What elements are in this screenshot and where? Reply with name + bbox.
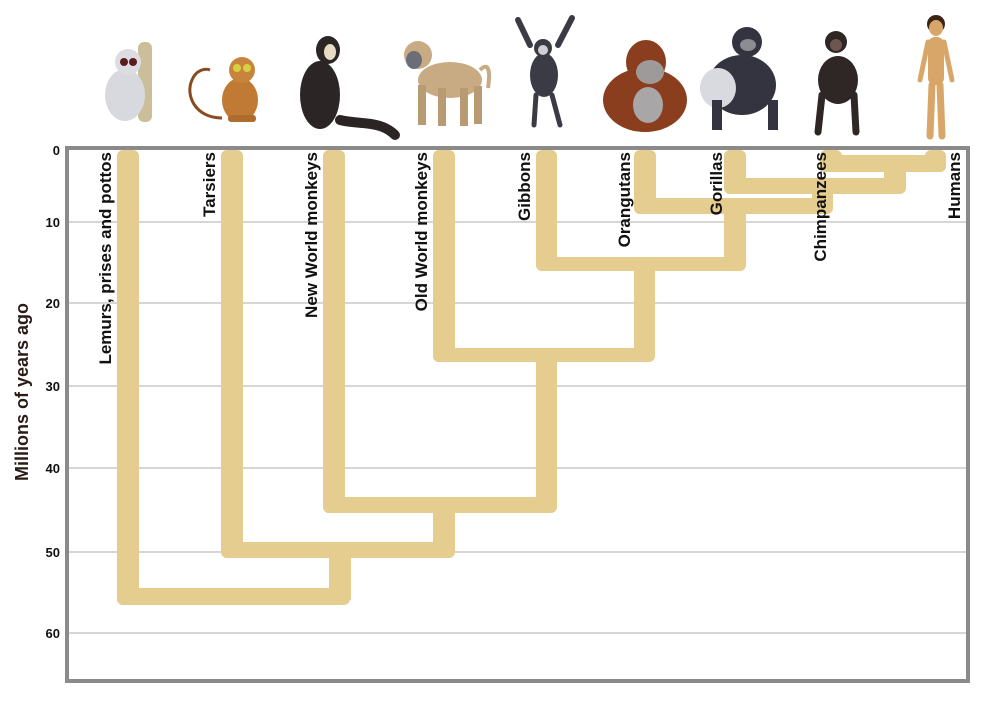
- branch-lemurs: [117, 150, 139, 605]
- y-tick-20: 20: [46, 296, 60, 311]
- y-tick-50: 50: [46, 545, 60, 560]
- taxon-labels: Lemurs, prises and pottos Tarsiers New W…: [96, 152, 964, 365]
- y-tick-60: 60: [46, 626, 60, 641]
- illustrations-row: [105, 15, 955, 140]
- y-tick-30: 30: [46, 379, 60, 394]
- label-gibbons: Gibbons: [515, 152, 534, 221]
- orangutan-icon: [603, 40, 687, 132]
- loris-icon: [105, 42, 152, 122]
- chimpanzee-icon: [814, 31, 860, 136]
- plot-frame: [65, 146, 970, 683]
- saki-monkey-icon: [300, 36, 400, 140]
- tarsier-icon: [188, 57, 258, 122]
- label-humans: Humans: [945, 152, 964, 219]
- y-axis-title: Millions of years ago: [12, 303, 32, 481]
- node-orangutans: [634, 198, 833, 214]
- node-chimp-human: [820, 155, 946, 172]
- y-tick-40: 40: [46, 461, 60, 476]
- node-tarsiers-anthropoids: [221, 542, 455, 558]
- branch-gibbons: [536, 150, 557, 271]
- node-owm-apes: [433, 348, 655, 362]
- label-tarsiers: Tarsiers: [200, 152, 219, 217]
- label-orangutans: Orangutans: [615, 152, 634, 247]
- node-lemurs-haplorhines: [117, 588, 350, 605]
- gibbon-icon: [515, 15, 575, 128]
- label-new-world-monkeys: New World monkeys: [302, 152, 321, 318]
- node-nwm-catarrhines: [323, 497, 557, 513]
- human-icon: [917, 15, 955, 140]
- label-lemurs: Lemurs, prises and pottos: [96, 152, 115, 365]
- branch-old-world-monkeys: [433, 150, 455, 362]
- label-chimpanzees: Chimpanzees: [811, 152, 830, 262]
- baboon-icon: [404, 41, 491, 126]
- grid-lines: [69, 221, 967, 634]
- tree-branches: [117, 150, 946, 605]
- y-tick-10: 10: [46, 215, 60, 230]
- y-tick-labels: 0 10 20 30 40 50 60: [46, 143, 60, 641]
- label-old-world-monkeys: Old World monkeys: [412, 152, 431, 311]
- gorilla-icon: [700, 27, 778, 130]
- node-gibbons-great-apes: [536, 257, 746, 271]
- branch-tarsiers: [221, 150, 243, 558]
- label-gorillas: Gorillas: [707, 152, 726, 215]
- node-gorillas: [724, 178, 906, 194]
- branch-humans: [925, 150, 946, 172]
- y-tick-0: 0: [53, 143, 60, 158]
- branch-new-world-monkeys: [323, 150, 345, 513]
